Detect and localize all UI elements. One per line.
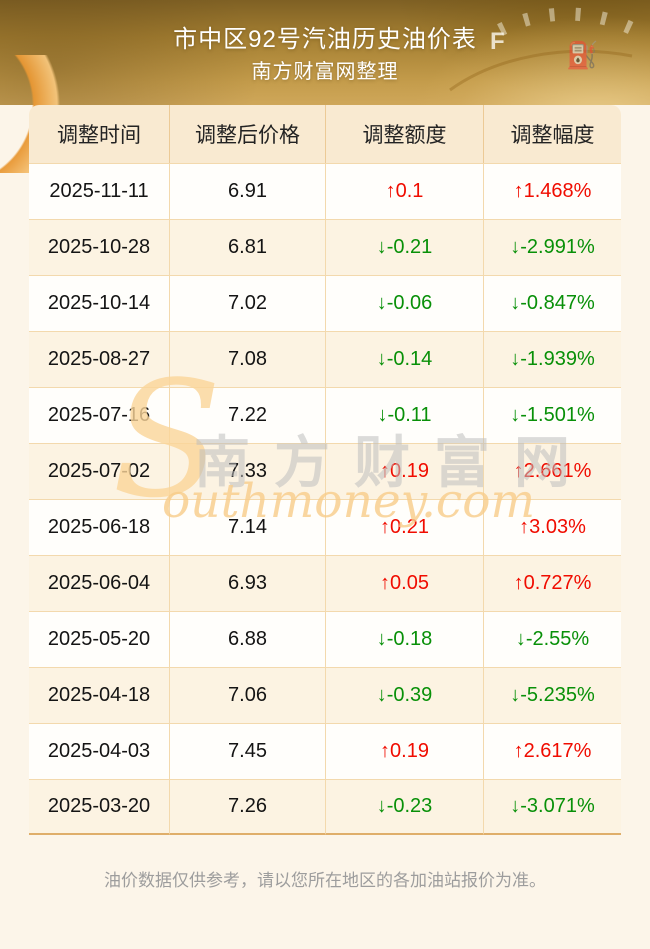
cell-change: ↓-0.23 [325,779,483,835]
cell-percent: ↓-1.939% [483,331,621,387]
cell-date: 2025-08-27 [29,331,169,387]
column-header: 调整幅度 [483,105,621,163]
table-row: 2025-03-20 7.26 ↓-0.23 ↓-3.071% [29,779,621,835]
column-header: 调整时间 [29,105,169,163]
fuel-pump-icon: ⛽ [566,40,598,70]
gauge-full-label: F [490,28,505,55]
table-row: 2025-07-16 7.22 ↓-0.11 ↓-1.501% [29,387,621,443]
cell-change: ↑0.19 [325,443,483,499]
cell-price: 7.33 [169,443,325,499]
cell-change: ↓-0.18 [325,611,483,667]
cell-date: 2025-10-14 [29,275,169,331]
cell-percent: ↓-1.501% [483,387,621,443]
cell-percent: ↑1.468% [483,163,621,219]
cell-percent: ↓-2.991% [483,219,621,275]
cell-price: 7.06 [169,667,325,723]
cell-change: ↑0.05 [325,555,483,611]
table-row: 2025-07-02 7.33 ↑0.19 ↑2.661% [29,443,621,499]
table-row: 2025-04-03 7.45 ↑0.19 ↑2.617% [29,723,621,779]
table-row: 2025-10-14 7.02 ↓-0.06 ↓-0.847% [29,275,621,331]
cell-price: 7.08 [169,331,325,387]
cell-date: 2025-04-18 [29,667,169,723]
table-row: 2025-06-04 6.93 ↑0.05 ↑0.727% [29,555,621,611]
disclaimer-note: 油价数据仅供参考，请以您所在地区的各加油站报价为准。 [104,871,546,890]
cell-price: 6.91 [169,163,325,219]
price-table: 调整时间 调整后价格 调整额度 调整幅度 2025-11-11 6.91 ↑0.1 ↑1.4… [29,105,621,835]
cell-change: ↓-0.11 [325,387,483,443]
table-row: 2025-04-18 7.06 ↓-0.39 ↓-5.235% [29,667,621,723]
cell-price: 7.26 [169,779,325,835]
cell-percent: ↑0.727% [483,555,621,611]
cell-date: 2025-11-11 [29,163,169,219]
page-subtitle: 南方财富网整理 [251,61,399,83]
cell-percent: ↓-3.071% [483,779,621,835]
cell-price: 6.81 [169,219,325,275]
cell-date: 2025-03-20 [29,779,169,835]
cell-price: 7.14 [169,499,325,555]
cell-price: 7.22 [169,387,325,443]
cell-date: 2025-07-02 [29,443,169,499]
cell-price: 6.93 [169,555,325,611]
cell-change: ↑0.21 [325,499,483,555]
column-header: 调整后价格 [169,105,325,163]
cell-change: ↓-0.21 [325,219,483,275]
table-row: 2025-05-20 6.88 ↓-0.18 ↓-2.55% [29,611,621,667]
cell-percent: ↑2.661% [483,443,621,499]
column-header: 调整额度 [325,105,483,163]
cell-change: ↑0.1 [325,163,483,219]
cell-price: 7.02 [169,275,325,331]
cell-change: ↓-0.39 [325,667,483,723]
cell-percent: ↑3.03% [483,499,621,555]
cell-percent: ↓-0.847% [483,275,621,331]
cell-change: ↑0.19 [325,723,483,779]
gauge-rim-icon [449,49,633,92]
cell-date: 2025-06-04 [29,555,169,611]
cell-change: ↓-0.06 [325,275,483,331]
table-row: 2025-08-27 7.08 ↓-0.14 ↓-1.939% [29,331,621,387]
price-table-header-row: 调整时间 调整后价格 调整额度 调整幅度 [29,105,621,163]
cell-date: 2025-05-20 [29,611,169,667]
fuel-gauge-icon: F ⛽ [449,7,646,92]
price-table-body: 2025-11-11 6.91 ↑0.1 ↑1.468% 2025-10-28 6.81 ↓… [29,163,621,835]
table-row: 2025-06-18 7.14 ↑0.21 ↑3.03% [29,499,621,555]
cell-date: 2025-06-18 [29,499,169,555]
table-row: 2025-10-28 6.81 ↓-0.21 ↓-2.991% [29,219,621,275]
cell-percent: ↓-2.55% [483,611,621,667]
cell-date: 2025-10-28 [29,219,169,275]
hero-banner: F ⛽ 市中区92号汽油历史油价表 南方财富网整理 [0,0,650,105]
cell-change: ↓-0.14 [325,331,483,387]
cell-percent: ↓-5.235% [483,667,621,723]
cell-date: 2025-07-16 [29,387,169,443]
cell-price: 7.45 [169,723,325,779]
cell-percent: ↑2.617% [483,723,621,779]
page-title: 市中区92号汽油历史油价表 [173,26,477,53]
cell-price: 6.88 [169,611,325,667]
table-row: 2025-11-11 6.91 ↑0.1 ↑1.468% [29,163,621,219]
cell-date: 2025-04-03 [29,723,169,779]
